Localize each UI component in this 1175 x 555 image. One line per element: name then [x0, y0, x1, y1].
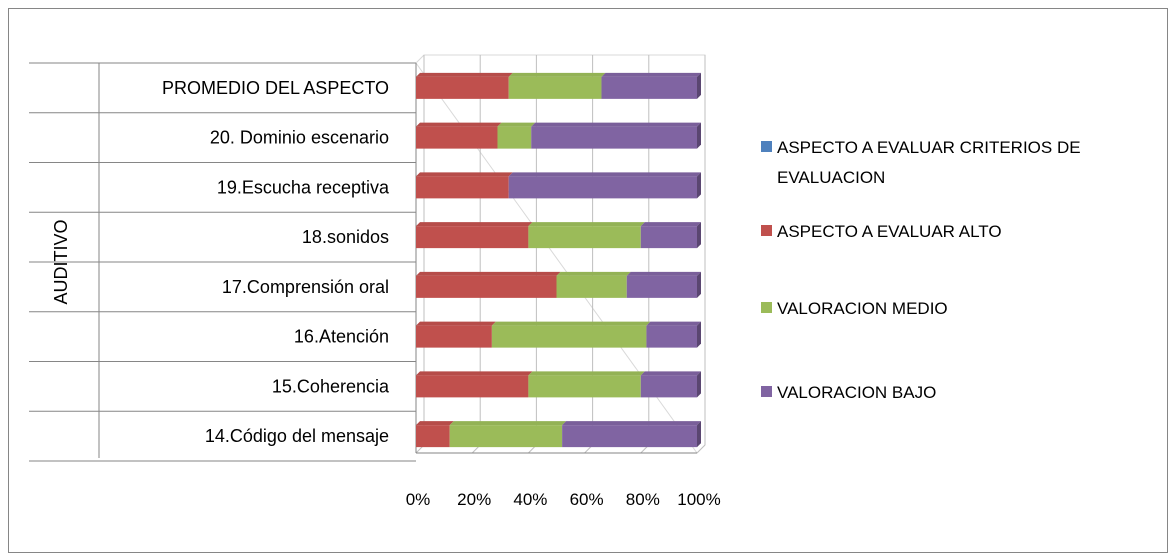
bar-top	[508, 72, 606, 77]
category-label: 20. Dominio escenario	[210, 128, 389, 148]
bar-top	[640, 222, 701, 227]
bar-top	[416, 172, 513, 177]
bar-top	[646, 321, 701, 326]
legend-label: EVALUACION	[777, 168, 885, 187]
bar-end-cap	[697, 72, 701, 99]
bar-segment	[528, 375, 641, 398]
legend-swatch	[761, 141, 772, 152]
bar-segment	[416, 275, 557, 298]
bar-top	[416, 421, 454, 426]
legend-label: VALORACION MEDIO	[777, 299, 948, 318]
x-tick-label: 100%	[677, 490, 720, 509]
bar-segment	[601, 76, 697, 99]
bar-segment	[449, 425, 563, 448]
bar-top	[528, 371, 645, 376]
category-label: 16.Atención	[294, 327, 389, 347]
category-label: PROMEDIO DEL ASPECTO	[162, 78, 389, 98]
legend-label: VALORACION BAJO	[777, 383, 936, 402]
legend-label: ASPECTO A EVALUAR CRITERIOS DE	[777, 138, 1081, 157]
bar-top	[497, 122, 536, 127]
bar-segment	[416, 176, 509, 199]
x-tick-label: 20%	[457, 490, 491, 509]
bar-end-cap	[697, 321, 701, 348]
category-label: 18.sonidos	[302, 227, 389, 247]
bar-segment	[562, 425, 697, 448]
bar-segment	[416, 375, 529, 398]
bar-segment	[531, 126, 697, 149]
bar-top	[416, 122, 502, 127]
bar-top	[416, 371, 533, 376]
bar-segment	[508, 76, 602, 99]
bar-top	[640, 371, 701, 376]
bar-end-cap	[697, 122, 701, 149]
bar-top	[491, 321, 651, 326]
bar-top	[531, 122, 701, 127]
bar-segment	[491, 325, 647, 348]
bar-segment	[416, 325, 492, 348]
bar-top	[508, 172, 701, 177]
x-tick-label: 80%	[626, 490, 660, 509]
bar-top	[416, 321, 496, 326]
legend-label: ASPECTO A EVALUAR ALTO	[777, 222, 1002, 241]
bar-top	[556, 271, 631, 276]
bar-segment	[497, 126, 532, 149]
legend-swatch	[761, 225, 772, 236]
bar-segment	[416, 76, 509, 99]
bar-top	[626, 271, 701, 276]
stacked-bar-chart: 0% 20% 40% 60% 80% 100% AUDITIVO PROMEDIO DEL A…	[29, 54, 1081, 509]
bar-top	[601, 72, 701, 77]
bar-end-cap	[697, 371, 701, 398]
bar-end-cap	[697, 271, 701, 298]
category-label: 14.Código del mensaje	[205, 426, 389, 446]
legend-swatch	[761, 386, 772, 397]
bar-segment	[416, 126, 498, 149]
bar-top	[416, 271, 561, 276]
chart-frame: 0% 20% 40% 60% 80% 100% AUDITIVO PROMEDIO DEL A…	[8, 8, 1168, 553]
bar-top	[416, 72, 513, 77]
legend-swatch	[761, 302, 772, 313]
bar-top	[416, 222, 533, 227]
bar-segment	[416, 226, 529, 249]
bar-segment	[528, 226, 641, 249]
category-label: 19.Escucha receptiva	[217, 177, 390, 197]
bar-segment	[640, 226, 697, 249]
bar-end-cap	[697, 222, 701, 249]
bar-end-cap	[697, 421, 701, 448]
bar-segment	[508, 176, 697, 199]
bar-end-cap	[697, 172, 701, 199]
bar-segment	[646, 325, 697, 348]
bar-top	[449, 421, 567, 426]
group-label: AUDITIVO	[51, 219, 71, 304]
bar-segment	[626, 275, 697, 298]
bar-top	[562, 421, 701, 426]
x-tick-label: 40%	[513, 490, 547, 509]
bar-top	[528, 222, 645, 227]
category-label: 17.Comprensión oral	[222, 277, 389, 297]
category-label: 15.Coherencia	[272, 376, 390, 396]
bar-segment	[640, 375, 697, 398]
bar-segment	[556, 275, 627, 298]
bar-segment	[416, 425, 450, 448]
x-tick-label: 0%	[406, 490, 431, 509]
x-tick-label: 60%	[570, 490, 604, 509]
gridline-depth	[696, 444, 706, 454]
